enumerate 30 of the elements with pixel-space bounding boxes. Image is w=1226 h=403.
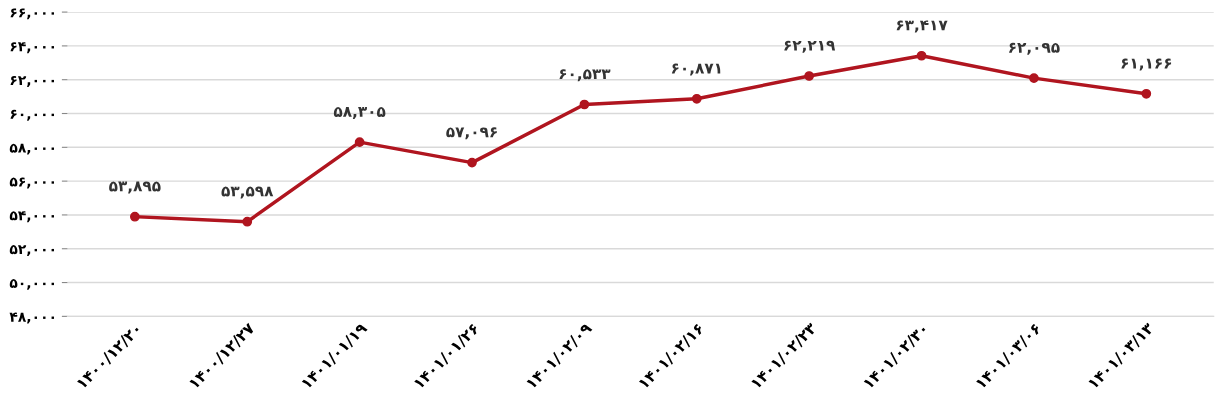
point	[804, 71, 815, 81]
y-tick-label: ۴۸,۰۰۰	[9, 312, 54, 324]
data-label: ۶۲,۲۱۹	[784, 40, 836, 53]
point	[1141, 88, 1152, 99]
data-label: ۶۳,۴۱۷	[896, 20, 948, 33]
point	[691, 93, 702, 104]
point	[129, 211, 140, 222]
data-label: ۵۳,۸۹۵	[109, 181, 161, 194]
point	[467, 157, 477, 168]
point	[916, 50, 927, 61]
point	[242, 216, 253, 227]
data-label: ۶۲,۰۹۵	[1009, 42, 1060, 55]
point	[579, 99, 590, 110]
data-label: ۵۳,۵۹۸	[221, 186, 274, 199]
y-tick-label: ۶۶,۰۰۰	[10, 8, 54, 20]
data-label: ۶۱,۱۶۶	[1121, 58, 1172, 71]
data-label: ۵۷,۰۹۶	[446, 127, 497, 140]
point	[1029, 73, 1039, 83]
y-tick-label: ۶۲,۰۰۰	[10, 76, 54, 87]
y-tick-label: ۵۰,۰۰۰	[9, 278, 54, 290]
y-tick-label: ۵۶,۰۰۰	[9, 177, 54, 189]
point	[354, 137, 365, 148]
data-label: ۶۰,۵۳۳	[559, 69, 611, 82]
y-tick-label: ۶۰,۰۰۰	[10, 109, 54, 121]
y-tick-label: ۵۸,۰۰۰	[9, 143, 54, 155]
y-tick-label: ۵۲,۰۰۰	[9, 245, 54, 256]
data-label: ۵۸,۳۰۵	[333, 106, 386, 119]
data-label: ۶۰,۸۷۱	[671, 63, 721, 76]
y-tick-label: ۵۴,۰۰۰	[9, 211, 54, 223]
y-tick-label: ۶۴,۰۰۰	[10, 42, 54, 54]
